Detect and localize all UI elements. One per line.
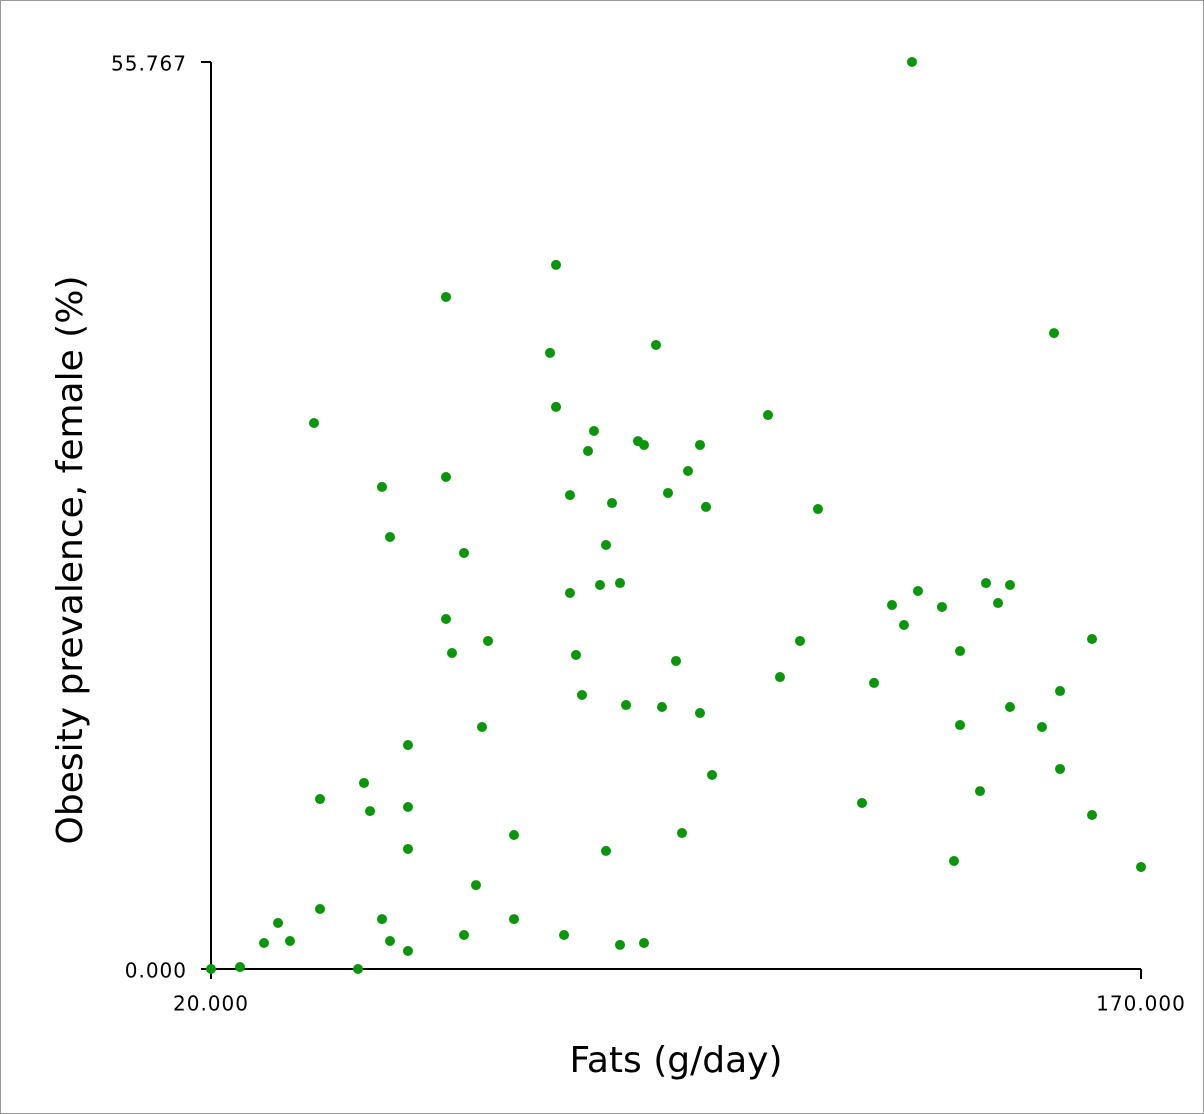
point <box>477 721 488 732</box>
point <box>677 828 688 839</box>
point <box>1004 701 1015 712</box>
point <box>955 720 966 731</box>
point <box>683 465 694 476</box>
point <box>974 786 985 797</box>
point <box>459 547 470 558</box>
point <box>639 439 650 450</box>
point <box>564 490 575 501</box>
point <box>570 649 581 660</box>
y-tick-label: 55.767 <box>111 52 187 76</box>
point <box>273 917 284 928</box>
point <box>402 802 413 813</box>
point <box>402 740 413 751</box>
point <box>440 472 451 483</box>
point <box>949 856 960 867</box>
point <box>607 498 618 509</box>
point <box>663 487 674 498</box>
point <box>365 806 376 817</box>
point <box>601 845 612 856</box>
point <box>1136 862 1146 873</box>
point <box>774 672 785 683</box>
point <box>440 291 451 302</box>
x-tick-label: 20.000 <box>173 992 249 1016</box>
point <box>981 578 991 589</box>
point <box>955 646 966 657</box>
y-axis-title: Obesity prevalence, female (%) <box>50 276 91 845</box>
point <box>384 936 395 947</box>
point <box>906 56 917 67</box>
point <box>993 598 1004 609</box>
point <box>376 481 387 492</box>
point <box>359 777 370 788</box>
point <box>376 914 387 925</box>
point <box>1036 721 1047 732</box>
point <box>1087 634 1098 645</box>
point <box>650 339 661 350</box>
point <box>694 708 705 719</box>
point <box>545 347 556 358</box>
point <box>314 903 325 914</box>
point <box>857 797 867 808</box>
point <box>601 539 612 550</box>
point <box>483 635 494 646</box>
point <box>615 939 626 950</box>
point <box>588 425 599 436</box>
point <box>551 259 562 270</box>
point <box>446 647 457 658</box>
point <box>564 587 575 598</box>
point <box>353 964 364 974</box>
point <box>440 613 451 624</box>
point <box>577 689 588 700</box>
point <box>1004 580 1015 591</box>
point <box>887 600 898 611</box>
point <box>707 769 718 780</box>
point <box>671 655 681 666</box>
point <box>551 401 562 412</box>
point <box>1087 809 1098 820</box>
point <box>936 601 947 612</box>
point <box>1055 686 1066 697</box>
point <box>869 677 880 688</box>
point <box>615 578 626 589</box>
point <box>508 914 519 925</box>
x-axis-title: Fats (g/day) <box>569 1040 782 1081</box>
point <box>1049 328 1060 339</box>
point <box>235 962 246 973</box>
point <box>308 418 319 429</box>
point <box>402 945 413 956</box>
x-tick-label: 170.000 <box>1096 992 1186 1016</box>
point <box>402 843 413 854</box>
point <box>812 504 823 515</box>
point <box>314 794 325 805</box>
point <box>1055 763 1066 774</box>
point <box>912 586 923 597</box>
point <box>470 880 481 891</box>
y-tick-label: 0.000 <box>125 959 187 983</box>
point <box>508 829 519 840</box>
point <box>763 410 774 421</box>
point <box>259 937 270 948</box>
point <box>384 532 395 543</box>
point <box>559 930 570 941</box>
point <box>594 580 605 591</box>
point <box>621 700 632 711</box>
point <box>898 620 909 631</box>
point <box>583 445 594 456</box>
point <box>206 964 216 974</box>
point <box>656 701 667 712</box>
point <box>284 936 295 947</box>
point <box>459 930 470 941</box>
point <box>694 439 705 450</box>
point <box>701 501 712 512</box>
point <box>639 937 650 948</box>
point <box>795 635 805 646</box>
